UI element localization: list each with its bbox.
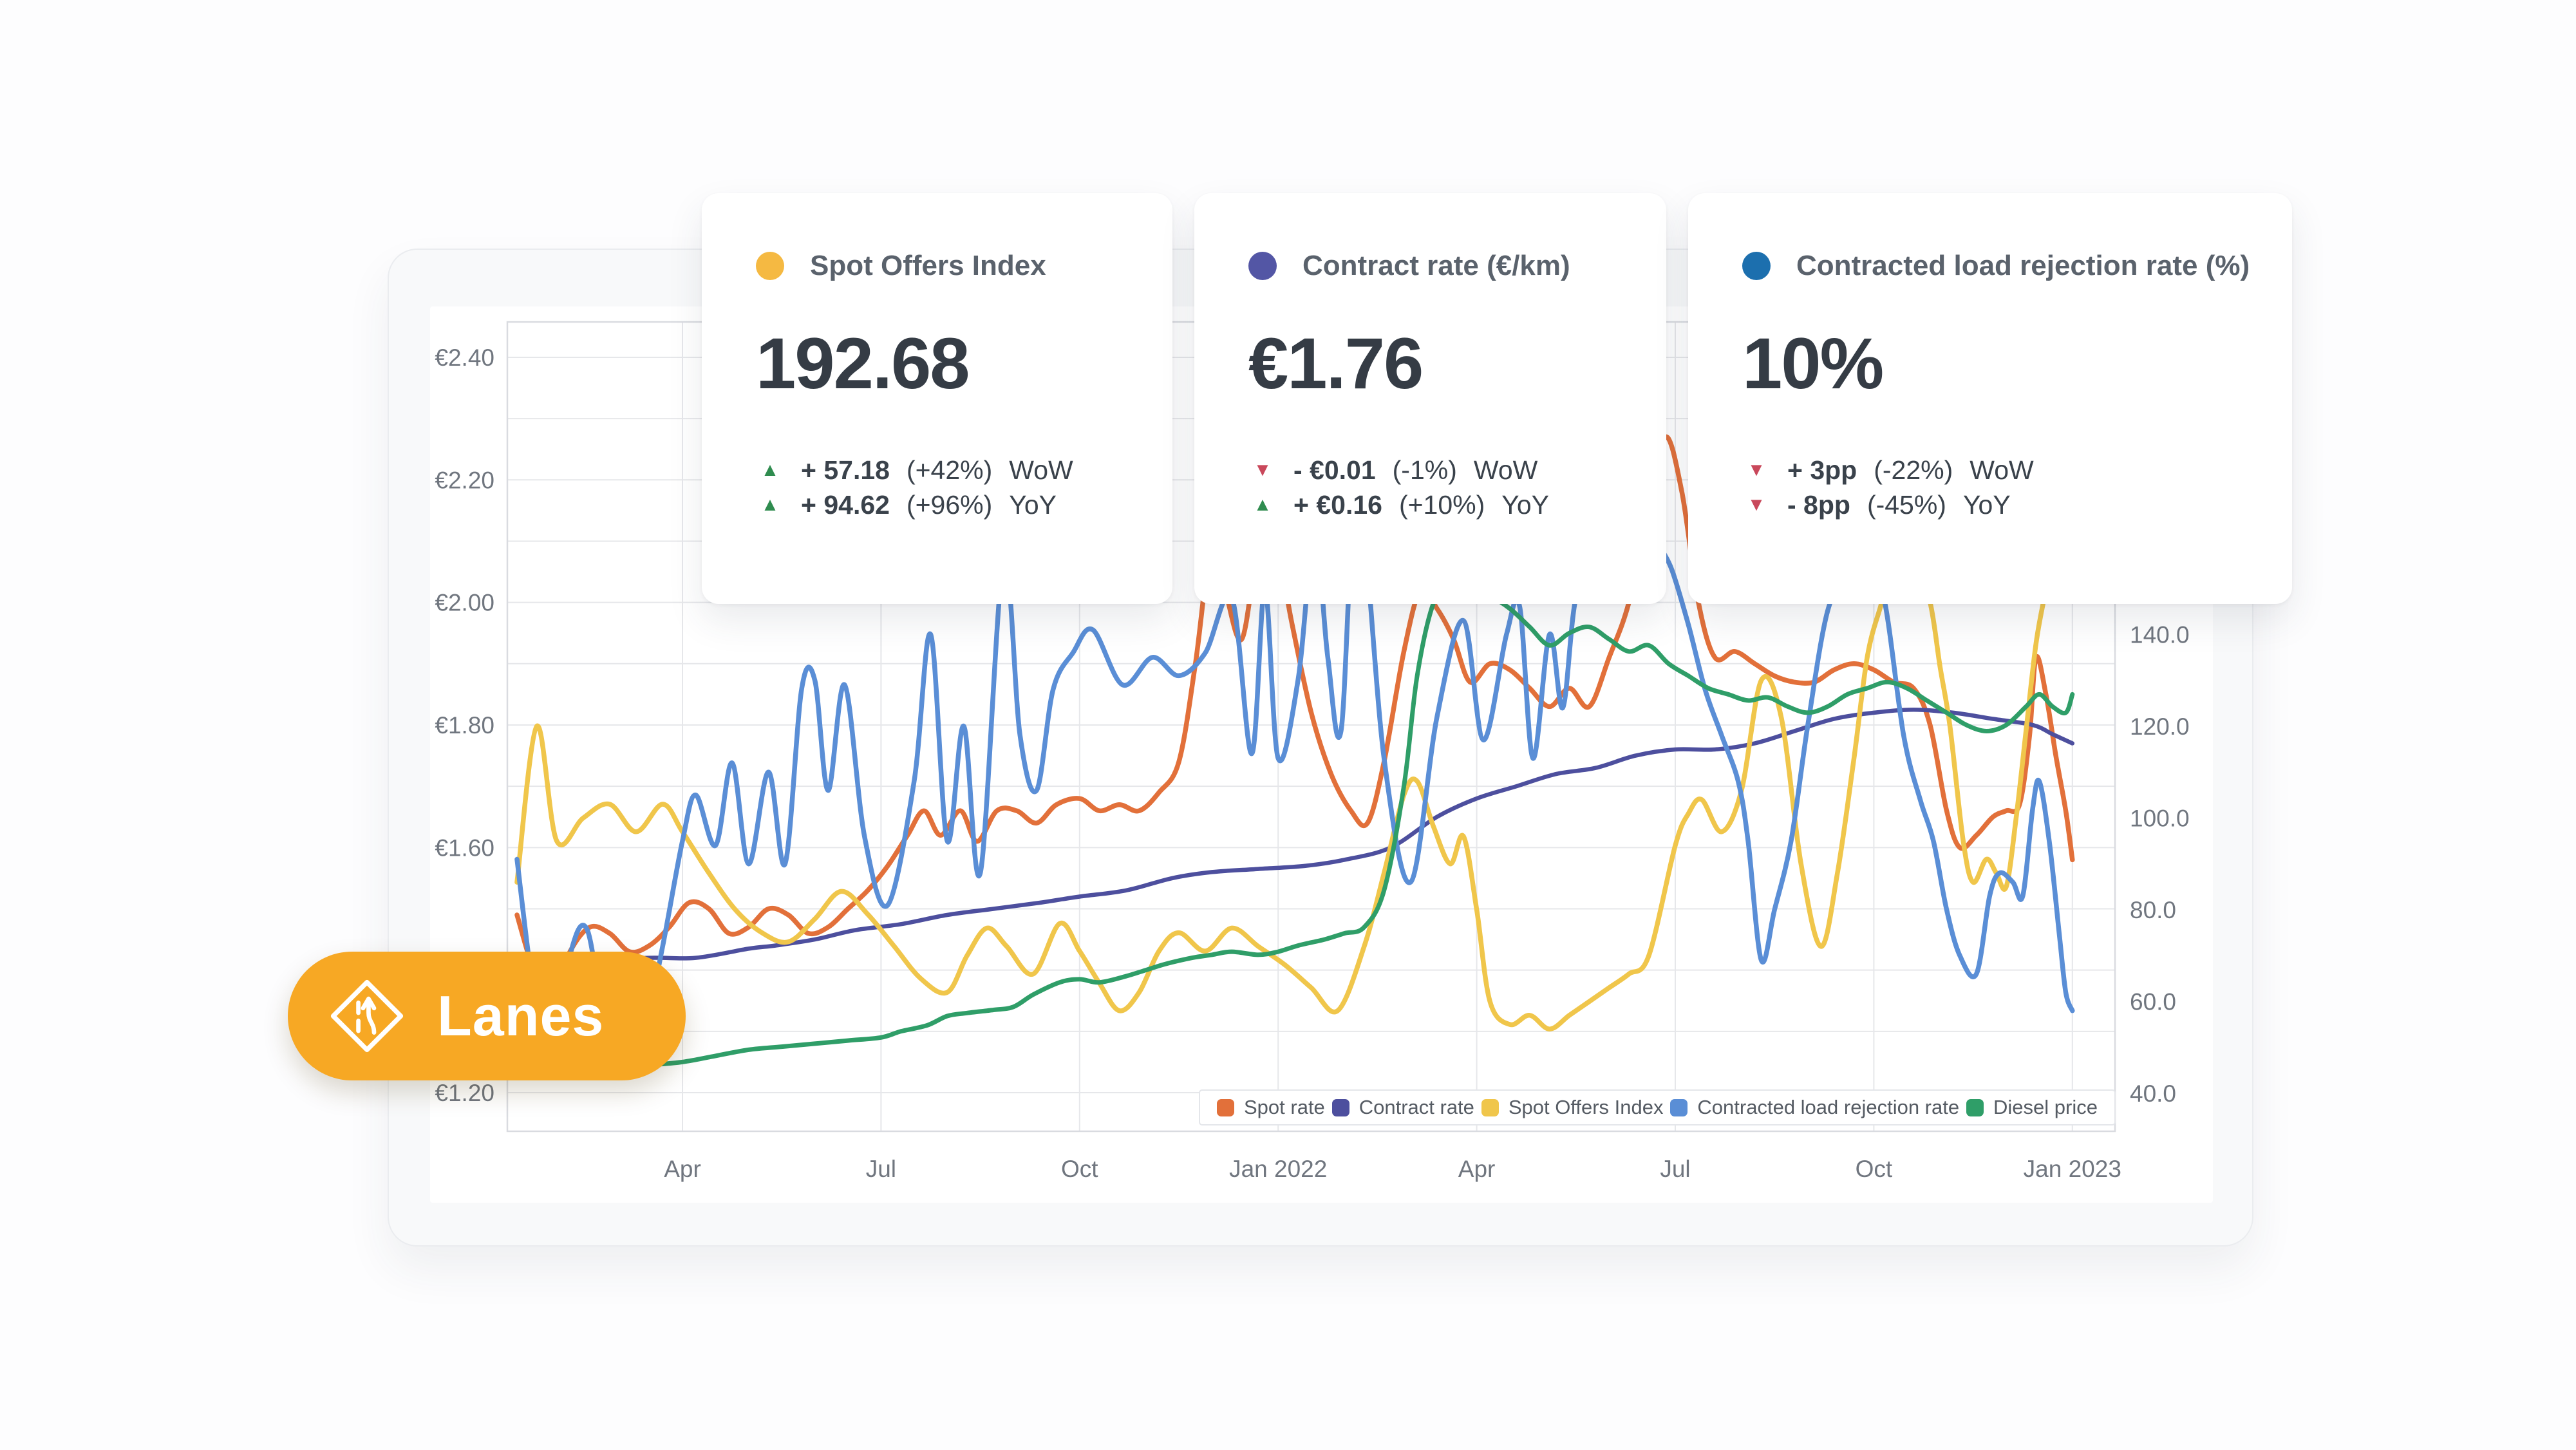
card-value: €1.76 <box>1248 323 1424 404</box>
lanes-button[interactable]: Lanes <box>288 952 686 1080</box>
trend-up-icon: ▲ <box>1253 494 1272 515</box>
card-title: Contracted load rejection rate (%) <box>1796 250 2250 281</box>
series-dot-icon <box>1248 252 1277 280</box>
stat-card-rejection-rate: Contracted load rejection rate (%) 10% ▼… <box>1688 193 2292 604</box>
legend-chip-icon <box>1217 1098 1234 1116</box>
delta-percent: (+10%) <box>1398 489 1485 520</box>
series-dot-icon <box>1742 252 1771 280</box>
legend-chip-icon <box>1481 1098 1499 1116</box>
delta-period: YoY <box>1962 489 2011 520</box>
trend-down-icon: ▼ <box>1747 494 1766 515</box>
delta-amount: + 3pp <box>1787 455 1857 485</box>
delta-period: WoW <box>1970 455 2034 485</box>
card-title: Contract rate (€/km) <box>1302 250 1570 281</box>
legend-item-spot-rate[interactable]: Spot rate <box>1217 1096 1325 1119</box>
lanes-button-label: Lanes <box>437 984 605 1048</box>
chart-legend: Spot rate Contract rate Spot Offers Index C… <box>1199 1089 2116 1125</box>
trend-down-icon: ▼ <box>1747 459 1766 480</box>
delta-amount: - 8pp <box>1787 489 1850 520</box>
delta-amount: - €0.01 <box>1293 455 1376 485</box>
stat-card-contract-rate: Contract rate (€/km) €1.76 ▼ - €0.01 (-1… <box>1194 193 1666 604</box>
legend-label: Contract rate <box>1359 1096 1474 1118</box>
delta-period: WoW <box>1009 455 1073 485</box>
legend-label: Contracted load rejection rate <box>1697 1096 1960 1118</box>
legend-label: Spot Offers Index <box>1508 1096 1664 1118</box>
delta-wow: ▼ + 3pp (-22%) WoW <box>1742 453 2238 487</box>
card-title: Spot Offers Index <box>810 250 1046 281</box>
card-value: 192.68 <box>756 323 970 404</box>
delta-yoy: ▲ + 94.62 (+96%) YoY <box>756 487 1118 522</box>
legend-chip-icon <box>1966 1098 1984 1116</box>
legend-chip-icon <box>1670 1098 1688 1116</box>
trend-up-icon: ▲ <box>760 459 780 480</box>
trend-up-icon: ▲ <box>760 494 780 515</box>
stat-card-spot-offers-index: Spot Offers Index 192.68 ▲ + 57.18 (+42%… <box>702 193 1172 604</box>
card-value: 10% <box>1742 323 1884 404</box>
delta-yoy: ▲ + €0.16 (+10%) YoY <box>1248 487 1612 522</box>
legend-chip-icon <box>1331 1098 1349 1116</box>
delta-amount: + 57.18 <box>801 455 890 485</box>
delta-percent: (-1%) <box>1392 455 1457 485</box>
delta-wow: ▲ + 57.18 (+42%) WoW <box>756 453 1118 487</box>
delta-period: WoW <box>1473 455 1538 485</box>
delta-percent: (+42%) <box>906 455 993 485</box>
legend-item-diesel-price[interactable]: Diesel price <box>1966 1096 2098 1119</box>
legend-item-rejection-rate[interactable]: Contracted load rejection rate <box>1670 1096 1959 1119</box>
trend-down-icon: ▼ <box>1253 459 1272 480</box>
legend-item-spot-offers-index[interactable]: Spot Offers Index <box>1481 1096 1664 1119</box>
delta-amount: + 94.62 <box>801 489 890 520</box>
series-dot-icon <box>756 252 784 280</box>
delta-percent: (-22%) <box>1874 455 1953 485</box>
legend-label: Diesel price <box>1993 1096 2098 1118</box>
delta-percent: (+96%) <box>906 489 993 520</box>
legend-label: Spot rate <box>1244 1096 1325 1118</box>
delta-period: YoY <box>1501 489 1549 520</box>
delta-wow: ▼ - €0.01 (-1%) WoW <box>1248 453 1612 487</box>
lanes-road-sign-icon <box>330 979 404 1053</box>
delta-amount: + €0.16 <box>1293 489 1382 520</box>
delta-period: YoY <box>1009 489 1057 520</box>
delta-percent: (-45%) <box>1866 489 1946 520</box>
delta-yoy: ▼ - 8pp (-45%) YoY <box>1742 487 2238 522</box>
legend-item-contract-rate[interactable]: Contract rate <box>1331 1096 1474 1119</box>
